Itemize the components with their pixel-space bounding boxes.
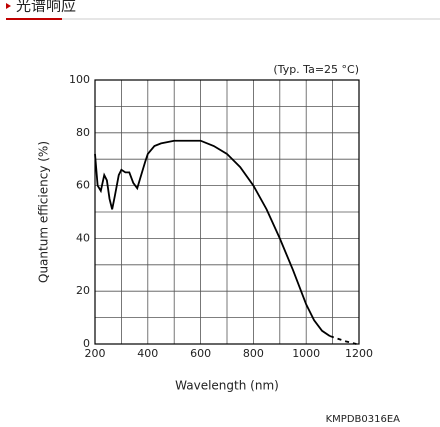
y-axis-label: Quantum efficiency (%) bbox=[37, 141, 51, 283]
y-tick-label: 60 bbox=[76, 179, 90, 192]
x-tick-label: 1200 bbox=[345, 347, 373, 360]
plot-frame bbox=[94, 79, 360, 345]
x-axis-label: Wavelength (nm) bbox=[175, 379, 279, 393]
x-tick-label: 400 bbox=[137, 347, 158, 360]
x-tick-label: 800 bbox=[243, 347, 264, 360]
x-tick-label: 200 bbox=[85, 347, 106, 360]
header-title: 光谱响应 bbox=[16, 0, 76, 15]
annotation: (Typ. Ta=25 °C) bbox=[273, 63, 359, 76]
y-tick-label: 80 bbox=[76, 126, 90, 139]
y-tick-label: 0 bbox=[83, 337, 90, 350]
x-tick-label: 600 bbox=[190, 347, 211, 360]
footnote: KMPDB0316EA bbox=[326, 414, 401, 425]
y-tick-label: 40 bbox=[76, 231, 90, 244]
y-tick-label: 100 bbox=[69, 73, 90, 86]
data-line bbox=[329, 335, 357, 345]
header-marker bbox=[6, 3, 11, 9]
y-tick-label: 20 bbox=[76, 284, 90, 297]
x-tick-label: 1000 bbox=[292, 347, 320, 360]
data-line bbox=[94, 139, 331, 337]
